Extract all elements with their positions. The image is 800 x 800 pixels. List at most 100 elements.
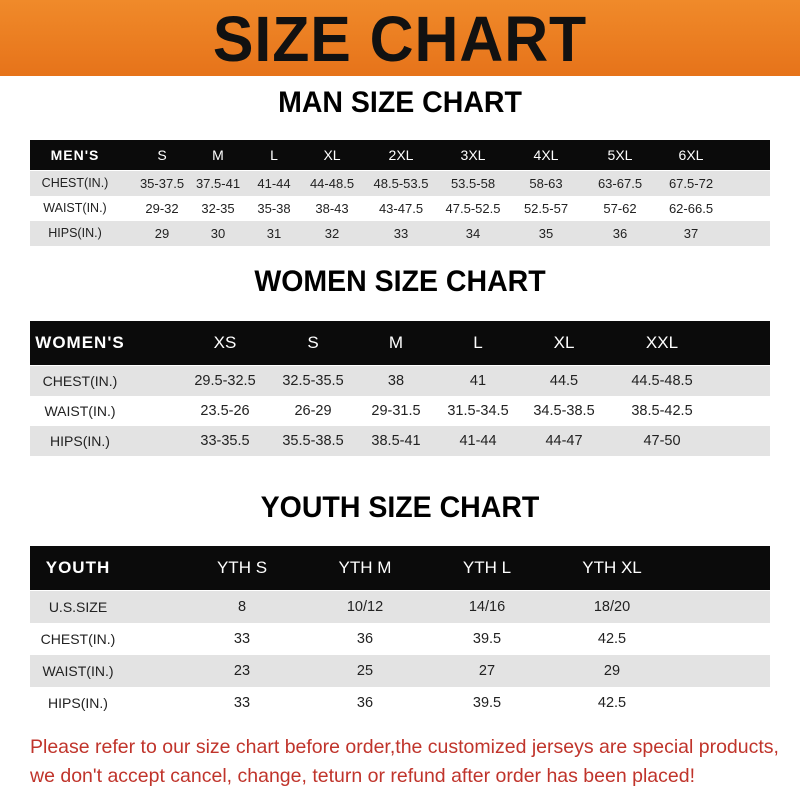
measurement-cell: 35-37.5	[139, 176, 185, 191]
table-row: HIPS(IN.) 33-35.5 35.5-38.5 38.5-41 41-44 44-…	[30, 426, 770, 456]
women-heading: WOMEN SIZE CHART	[254, 265, 546, 298]
men-heading: MAN SIZE CHART	[278, 86, 522, 119]
measurement-cell: 31	[266, 226, 282, 241]
table-title-cell: MEN'S	[50, 147, 100, 163]
measurement-cell: 44-47	[545, 433, 583, 449]
size-header-cell: XXL	[645, 333, 679, 352]
measurement-cell: 23.5-26	[200, 403, 250, 419]
measurement-cell: 31.5-34.5	[447, 403, 509, 419]
measurement-cell: 33	[233, 695, 251, 711]
measurement-cell: 38-43	[315, 201, 349, 216]
measurement-cell: 38.5-42.5	[631, 403, 693, 419]
banner-title: SIZE CHART	[212, 3, 588, 75]
measurement-cell: 47-50	[643, 433, 681, 449]
measurement-cell: 14/16	[468, 599, 506, 615]
size-header-cell: M	[212, 147, 224, 163]
measurement-cell: 29-32	[145, 201, 179, 216]
size-header-cell: S	[157, 147, 167, 163]
measurement-cell: 39.5	[472, 631, 502, 647]
measurement-cell: 34.5-38.5	[533, 403, 595, 419]
measurement-cell: 36	[356, 631, 374, 647]
measurement-cell: 57-62	[603, 201, 637, 216]
table-row: CHEST(IN.) 35-37.5 37.5-41 41-44 44-48.5 48.5…	[30, 171, 770, 196]
measurement-cell: 44.5-48.5	[631, 373, 693, 389]
measurement-cell: 25	[356, 663, 374, 679]
size-header-cell: S	[307, 333, 319, 352]
size-header-cell: 2XL	[388, 147, 414, 163]
size-header-cell: 5XL	[607, 147, 633, 163]
table-row: HIPS(IN.) 29 30 31 32 33 34 35 36 37	[30, 221, 770, 246]
measurement-cell: 33-35.5	[200, 433, 250, 449]
row-label: HIPS(IN.)	[48, 695, 108, 711]
table-row: WAIST(IN.) 23 25 27 29	[30, 655, 770, 687]
measurement-cell: 8	[237, 599, 247, 615]
measurement-cell: 67.5-72	[668, 176, 714, 191]
size-header-cell: YTH L	[462, 558, 512, 577]
measurement-cell: 33	[233, 631, 251, 647]
size-header-cell: YTH XL	[582, 558, 642, 577]
measurement-cell: 38	[387, 373, 405, 389]
measurement-cell: 35-38	[257, 201, 291, 216]
row-label: HIPS(IN.)	[50, 433, 110, 449]
measurement-cell: 32-35	[201, 201, 235, 216]
measurement-cell: 42.5	[597, 631, 627, 647]
measurement-cell: 26-29	[294, 403, 332, 419]
measurement-cell: 44-48.5	[309, 176, 355, 191]
measurement-cell: 33	[393, 226, 409, 241]
measurement-cell: 41-44	[459, 433, 497, 449]
measurement-cell: 41	[469, 373, 487, 389]
measurement-cell: 41-44	[257, 176, 291, 191]
table-row: CHEST(IN.) 29.5-32.5 32.5-35.5 38 41 44.5 44.5…	[30, 366, 770, 396]
measurement-cell: 34	[465, 226, 481, 241]
row-label: WAIST(IN.)	[42, 663, 114, 679]
measurement-cell: 37.5-41	[195, 176, 241, 191]
row-label: WAIST(IN.)	[43, 201, 107, 215]
row-label: WAIST(IN.)	[44, 403, 116, 419]
table-row: WAIST(IN.) 23.5-26 26-29 29-31.5 31.5-34.5 34…	[30, 396, 770, 426]
header-row: YOUTH YTH S YTH M YTH L YTH XL	[30, 546, 770, 590]
disclaimer-line-2: we don't accept cancel, change, teturn o…	[30, 765, 695, 787]
measurement-cell: 36	[356, 695, 374, 711]
youth-heading: YOUTH SIZE CHART	[260, 491, 540, 524]
measurement-cell: 30	[210, 226, 226, 241]
size-header-cell: M	[388, 333, 404, 352]
size-header-cell: XS	[213, 333, 237, 352]
size-header-cell: YTH M	[338, 558, 392, 577]
table-title-cell: YOUTH	[45, 558, 111, 577]
measurement-cell: 29	[603, 663, 621, 679]
size-header-cell: XL	[553, 333, 575, 352]
measurement-cell: 36	[612, 226, 628, 241]
measurement-cell: 32	[324, 226, 340, 241]
row-label: CHEST(IN.)	[40, 631, 116, 647]
measurement-cell: 44.5	[549, 373, 579, 389]
measurement-cell: 62-66.5	[668, 201, 714, 216]
size-header-cell: 6XL	[678, 147, 704, 163]
measurement-cell: 58-63	[529, 176, 563, 191]
measurement-cell: 63-67.5	[597, 176, 643, 191]
row-label: CHEST(IN.)	[42, 373, 118, 389]
measurement-cell: 35	[538, 226, 554, 241]
row-label: HIPS(IN.)	[48, 226, 102, 240]
measurement-cell: 53.5-58	[450, 176, 496, 191]
size-header-cell: 3XL	[460, 147, 486, 163]
measurement-cell: 18/20	[593, 599, 631, 615]
measurement-cell: 37	[683, 226, 699, 241]
banner: SIZE CHART	[0, 0, 800, 76]
row-label: CHEST(IN.)	[41, 176, 109, 190]
measurement-cell: 10/12	[346, 599, 384, 615]
header-row: WOMEN'S XS S M L XL XXL	[30, 321, 770, 365]
table-row: U.S.SIZE 8 10/12 14/16 18/20	[30, 591, 770, 623]
size-header-cell: YTH S	[216, 558, 268, 577]
row-label: U.S.SIZE	[48, 599, 108, 615]
measurement-cell: 35.5-38.5	[282, 433, 344, 449]
table-row: CHEST(IN.) 33 36 39.5 42.5	[30, 623, 770, 655]
table-row: HIPS(IN.) 33 36 39.5 42.5	[30, 687, 770, 719]
disclaimer-text: Please refer to our size chart before or…	[30, 733, 780, 791]
size-header-cell: L	[270, 147, 278, 163]
size-header-cell: XL	[323, 147, 341, 163]
measurement-cell: 42.5	[597, 695, 627, 711]
measurement-cell: 23	[233, 663, 251, 679]
measurement-cell: 29-31.5	[371, 403, 421, 419]
measurement-cell: 38.5-41	[371, 433, 421, 449]
measurement-cell: 47.5-52.5	[445, 201, 501, 216]
